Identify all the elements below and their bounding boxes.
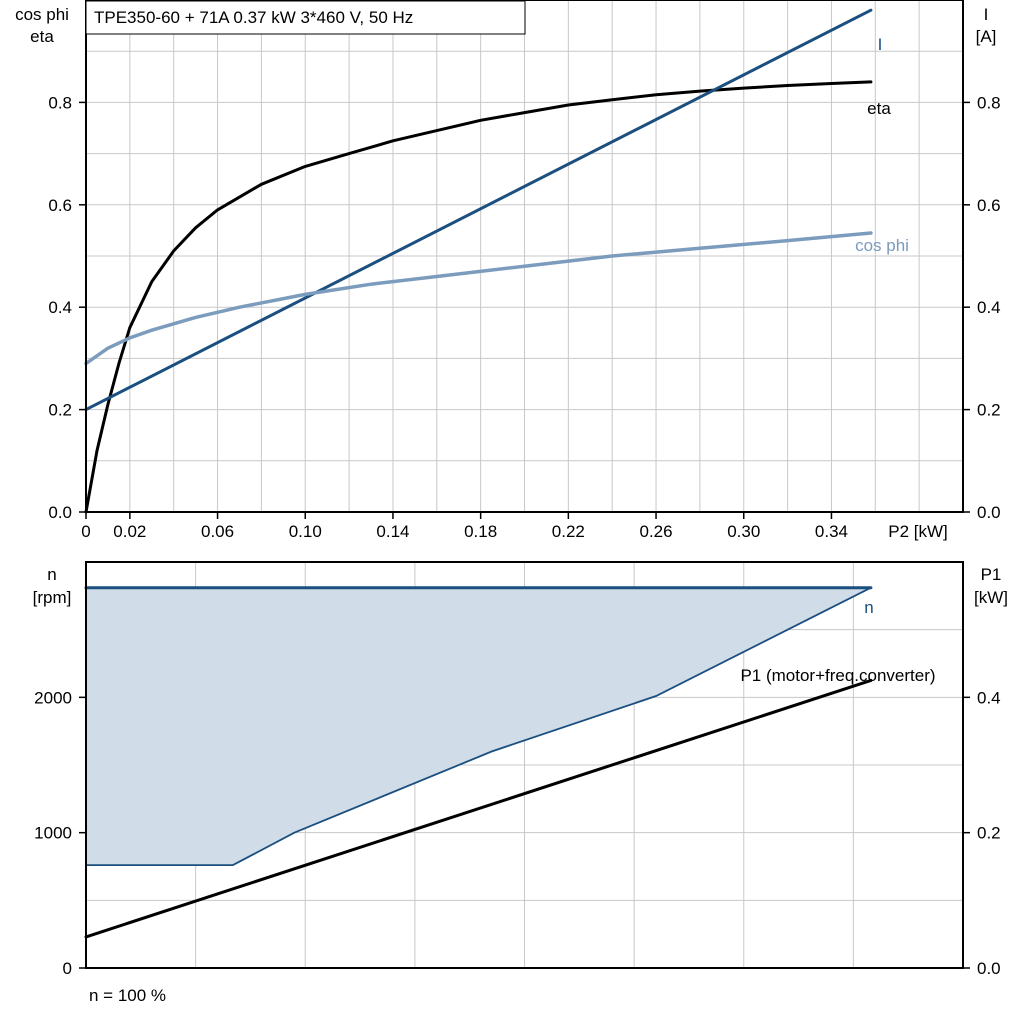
- y-tick-label-left: 0.6: [48, 196, 72, 215]
- upper-y-ticks-right: 0.0 0.2 0.4 0.6 0.8: [963, 93, 1001, 522]
- x-tick-label: 0.06: [201, 522, 234, 541]
- series-line-eta: [84, 80, 873, 514]
- lower-y-ticks-left: 0 1000 2000: [34, 688, 86, 978]
- lower-operating-range: [86, 586, 872, 866]
- y-tick-label-right: 0.2: [977, 401, 1001, 420]
- upper-x-axis-title: P2 [kW]: [888, 522, 948, 541]
- y-tick-label-right: 0.6: [977, 196, 1001, 215]
- series-label-current: I: [878, 35, 883, 54]
- lower-left-axis-title-line2: [rpm]: [33, 588, 72, 607]
- y-tick-label-left: 1000: [34, 824, 72, 843]
- y-tick-label-right: 0.4: [977, 298, 1001, 317]
- upper-y-ticks-left: 0.0 0.2 0.4 0.6 0.8: [48, 93, 86, 522]
- x-tick-label: 0.10: [289, 522, 322, 541]
- x-tick-label: 0: [81, 522, 90, 541]
- speed-footnote: n = 100 %: [89, 986, 166, 1005]
- upper-series: [84, 8, 873, 514]
- y-tick-label-right: 0.8: [977, 93, 1001, 112]
- y-tick-label-left: 0.2: [48, 401, 72, 420]
- series-label-speed: n: [864, 598, 873, 617]
- y-tick-label-left: 0.0: [48, 503, 72, 522]
- chart-title-box: [85, 0, 526, 35]
- operating-range-min-speed-edge: [86, 586, 872, 866]
- x-tick-label: 0.34: [815, 522, 848, 541]
- upper-left-axis-title-line2: eta: [30, 27, 54, 46]
- y-tick-label-left: 2000: [34, 688, 72, 707]
- series-label-p1: P1 (motor+freq.converter): [740, 666, 935, 685]
- y-tick-label-left: 0.8: [48, 93, 72, 112]
- upper-right-axis-title-line2: [A]: [976, 27, 997, 46]
- x-tick-label: 0.26: [640, 522, 673, 541]
- upper-plot-frame: [85, 0, 964, 513]
- y-tick-label-left: 0: [63, 959, 72, 978]
- y-tick-label-right: 0.2: [977, 824, 1001, 843]
- lower-series: [84, 586, 873, 939]
- y-tick-label-left: 0.4: [48, 298, 72, 317]
- upper-left-axis-title-line1: cos phi: [15, 5, 69, 24]
- x-tick-label: 0.14: [376, 522, 409, 541]
- x-tick-label: 0.22: [552, 522, 585, 541]
- upper-right-axis-title-line1: I: [984, 5, 989, 24]
- y-tick-label-right: 0.0: [977, 959, 1001, 978]
- lower-plot-frame: [85, 561, 964, 969]
- series-line-i: [84, 8, 873, 412]
- series-line-p1: [84, 678, 873, 939]
- upper-grid: [86, 0, 963, 512]
- x-tick-label: 0.30: [727, 522, 760, 541]
- series-label-eta: eta: [867, 99, 891, 118]
- lower-left-axis-title-line1: n: [47, 565, 56, 584]
- series-line-cos-phi: [84, 231, 873, 366]
- chart-title: TPE350-60 + 71A 0.37 kW 3*460 V, 50 Hz: [94, 8, 413, 27]
- operating-range-fill: [86, 587, 871, 866]
- lower-right-axis-title-line2: [kW]: [974, 588, 1008, 607]
- lower-y-ticks-right: 0.0 0.2 0.4: [963, 688, 1001, 978]
- x-tick-label: 0.02: [113, 522, 146, 541]
- upper-x-ticks: 0 0.02 0.06 0.10 0.14 0.18 0.22 0.26 0.30 0.34: [81, 512, 848, 541]
- x-tick-label: 0.18: [464, 522, 497, 541]
- y-tick-label-right: 0.4: [977, 688, 1001, 707]
- lower-right-axis-title-line1: P1: [981, 565, 1002, 584]
- series-label-cos-phi: cos phi: [855, 236, 909, 255]
- y-tick-label-right: 0.0: [977, 503, 1001, 522]
